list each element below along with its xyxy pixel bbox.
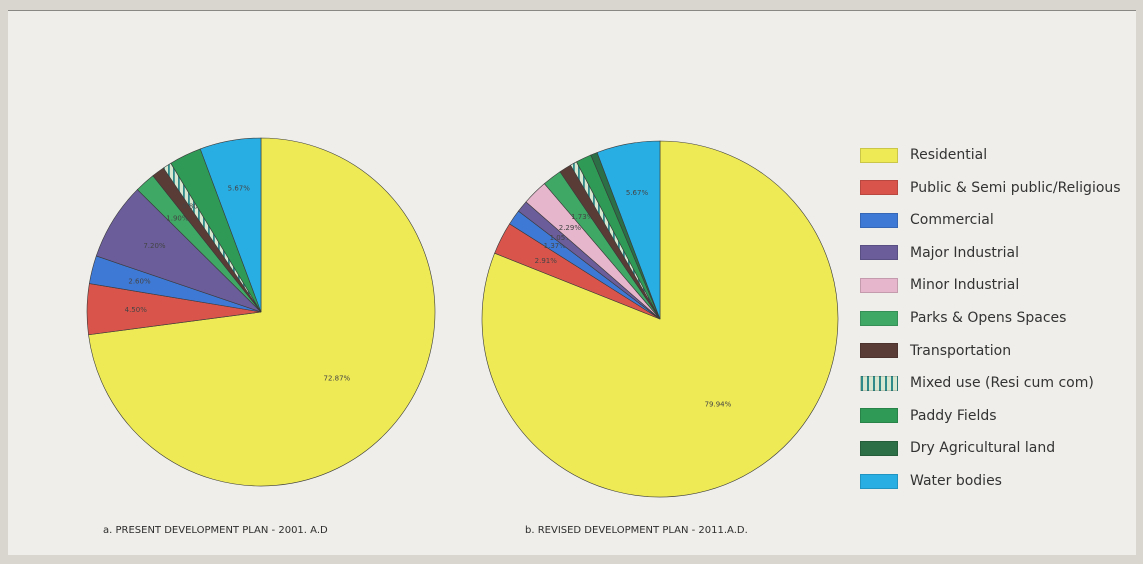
- legend-item: Paddy Fields: [860, 405, 997, 427]
- slice-label: 7.20%: [143, 242, 166, 250]
- slice-label: 2.91%: [535, 257, 558, 265]
- pie-slice: [199, 137, 262, 313]
- legend-swatch: [860, 473, 898, 489]
- figure-panel: 72.87% 4.50% 2.60% 7.20% 1.90% 0.80% 5.67% 79.…: [8, 10, 1136, 555]
- legend-swatch: [860, 343, 898, 359]
- slice-label: 4.50%: [125, 306, 148, 314]
- legend-label: Transportation: [910, 342, 1012, 359]
- legend-swatch: [860, 245, 898, 261]
- legend-item: Parks & Opens Spaces: [860, 307, 1066, 329]
- slice-label: 1.37%: [544, 242, 567, 250]
- legend-label: Parks & Opens Spaces: [910, 310, 1067, 326]
- legend-label: Minor Industrial: [910, 277, 1020, 294]
- pie-charts: 72.87% 4.50% 2.60% 7.20% 1.90% 0.80% 5.67% 79.…: [86, 137, 839, 536]
- legend-item: Minor Industrial: [860, 274, 1019, 296]
- legend-item: Public & Semi public/Religious: [860, 177, 1121, 199]
- caption-revised: b. REVISED DEVELOPMENT PLAN - 2011.A.D.: [525, 525, 748, 536]
- legend-label: Public & Semi public/Religious: [910, 179, 1121, 196]
- slice-label: 5.67%: [228, 185, 251, 193]
- legend-swatch: [860, 147, 898, 163]
- pie-slice: [88, 137, 436, 487]
- pie-chart-present: 72.87% 4.50% 2.60% 7.20% 1.90% 0.80% 5.67%: [86, 137, 436, 487]
- legend-item: Transportation: [860, 340, 1011, 362]
- slice-label: 5.67%: [626, 189, 649, 197]
- legend-label: Dry Agricultural land: [910, 440, 1056, 457]
- legend-label: Mixed use (Resi cum com): [910, 375, 1094, 392]
- legend-item: Dry Agricultural land: [860, 437, 1055, 459]
- legend-item: Residential: [860, 144, 987, 166]
- legend-item: Commercial: [860, 209, 994, 231]
- pie-slice: [481, 140, 839, 498]
- legend-swatch: [860, 440, 898, 456]
- slice-label: 1.90%: [166, 215, 189, 223]
- legend-label: Paddy Fields: [910, 407, 997, 424]
- legend-swatch: [860, 212, 898, 228]
- legend-item: Mixed use (Resi cum com): [860, 372, 1094, 394]
- slice-label: 0.80%: [182, 203, 205, 211]
- pie-chart-revised: 79.94% 2.91% 1.37%1.05% 2.29% 1.73% 5.67%: [481, 140, 839, 498]
- legend-swatch: [860, 408, 898, 424]
- slice-label: 1.05%: [550, 234, 573, 242]
- slice-label: 2.60%: [128, 277, 151, 285]
- legend-item: Water bodies: [860, 470, 1002, 492]
- legend-swatch: [860, 375, 898, 391]
- slice-label: 79.94%: [705, 400, 732, 408]
- pie-slice: [596, 140, 661, 320]
- legend-swatch: [860, 277, 898, 293]
- legend-label: Water bodies: [910, 473, 1002, 489]
- slice-label: 1.73%: [571, 213, 594, 221]
- legend-label: Commercial: [910, 212, 994, 229]
- slice-label: 2.29%: [559, 224, 582, 232]
- caption-present: a. PRESENT DEVELOPMENT PLAN - 2001. A.D: [103, 525, 328, 536]
- legend-item: Major Industrial: [860, 242, 1019, 264]
- slice-label: 72.87%: [324, 375, 351, 383]
- legend-swatch: [860, 180, 898, 196]
- legend-swatch: [860, 310, 898, 326]
- legend-label: Major Industrial: [910, 244, 1019, 261]
- legend-label: Residential: [910, 147, 988, 163]
